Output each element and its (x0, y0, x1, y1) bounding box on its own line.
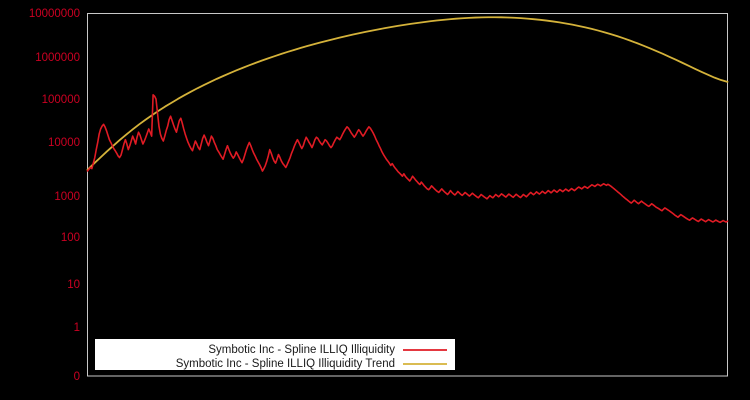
chart-legend[interactable]: Symbotic Inc - Spline ILLIQ Illiquidity S… (95, 339, 455, 370)
plot-frame (87, 13, 728, 377)
y-axis-tick-label: 0 (74, 371, 80, 383)
y-axis-tick-label: 10000 (48, 137, 80, 149)
y-axis-tick-label: 100000 (42, 94, 80, 106)
y-axis-tick-label: 1000000 (35, 52, 80, 64)
legend-background (95, 339, 455, 370)
legend-item-label: Symbotic Inc - Spline ILLIQ Illiquidity … (176, 358, 395, 370)
trend-line-series (86, 16, 729, 171)
y-axis-tick-label: 10000000 (29, 8, 80, 20)
y-axis-tick-label: 1 (74, 322, 80, 334)
y-axis-tick-label: 10 (67, 279, 80, 291)
legend-item-label: Symbotic Inc - Spline ILLIQ Illiquidity (208, 344, 395, 356)
y-axis-tick-label: 100 (61, 232, 80, 244)
y-axis-tick-label: 1000 (54, 191, 80, 203)
illiquidity-line-series (86, 94, 729, 224)
